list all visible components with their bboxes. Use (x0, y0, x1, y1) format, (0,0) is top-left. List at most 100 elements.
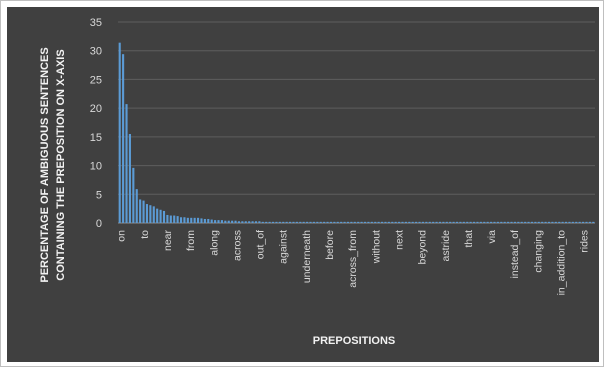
bar (493, 221, 496, 223)
bar (135, 189, 138, 223)
bar (162, 210, 166, 223)
bar (145, 204, 149, 223)
bar (186, 217, 189, 223)
bar (275, 221, 278, 223)
y-tick-label: 20 (90, 103, 102, 115)
bar (370, 221, 373, 223)
bar (384, 221, 387, 223)
bar (592, 221, 595, 223)
bar (234, 220, 237, 223)
bar (336, 221, 339, 223)
bar (217, 220, 220, 223)
bar (558, 221, 561, 223)
bar (391, 221, 394, 223)
bar (248, 221, 251, 223)
bar (278, 221, 281, 223)
bar (404, 221, 407, 223)
x-tick-label: beyond (417, 230, 429, 265)
bar (360, 221, 363, 223)
bar (513, 221, 516, 223)
bar (486, 221, 489, 223)
bar (295, 221, 298, 223)
bar (312, 221, 315, 223)
bar (510, 221, 513, 223)
bar (118, 42, 121, 223)
bar (231, 220, 234, 223)
y-tick-label: 15 (90, 132, 102, 144)
bar (285, 221, 288, 223)
bar (122, 54, 125, 223)
y-tick-label: 5 (96, 189, 102, 201)
bar (329, 221, 332, 223)
bar (588, 221, 591, 223)
bar (292, 221, 295, 223)
bar (299, 221, 302, 223)
bar (142, 200, 145, 223)
bar (333, 221, 336, 223)
bar (374, 221, 377, 223)
bar (537, 221, 540, 223)
bar (571, 221, 574, 223)
bar (449, 221, 452, 223)
x-tick-label: astride (440, 230, 452, 262)
bar (323, 221, 326, 223)
bar (442, 221, 445, 223)
bar (527, 221, 530, 223)
x-tick-label: from (185, 230, 197, 251)
bar (459, 221, 462, 223)
bar (132, 167, 135, 223)
bar (561, 221, 564, 223)
bar (139, 199, 142, 223)
x-tick-label: on (116, 230, 128, 242)
bar (258, 221, 261, 223)
bar (169, 215, 172, 223)
x-tick-label: out_of (255, 230, 267, 259)
bar (173, 215, 176, 223)
bar (483, 221, 486, 223)
bar (411, 221, 414, 223)
x-tick-label: instead_of (509, 230, 521, 279)
bar (503, 221, 506, 223)
bar (507, 221, 510, 223)
bar (469, 221, 472, 223)
bar (159, 209, 162, 223)
bar (210, 219, 213, 223)
bar (166, 214, 169, 223)
bar (340, 221, 343, 223)
bar (578, 221, 581, 223)
bar (544, 221, 547, 223)
bar (401, 221, 404, 223)
bar (319, 221, 322, 223)
y-tick-label: 35 (90, 17, 102, 29)
x-tick-label: across (231, 230, 243, 261)
x-tick-label: to (139, 230, 151, 239)
bar (568, 221, 571, 223)
x-tick-label: across_from (347, 230, 359, 288)
bar (289, 221, 292, 223)
bar (408, 221, 411, 223)
bar (326, 221, 329, 223)
bar (438, 221, 442, 223)
x-tick-label: near (162, 229, 174, 251)
bar (357, 221, 360, 223)
bar (353, 221, 356, 223)
bar (200, 218, 203, 223)
bar (271, 221, 275, 223)
bar (197, 217, 200, 223)
bar (554, 221, 557, 223)
bar (381, 221, 384, 223)
bar (190, 217, 193, 223)
bar (524, 221, 527, 223)
bar (179, 217, 183, 223)
bar (203, 218, 206, 223)
bar (418, 221, 421, 223)
bar (282, 221, 285, 223)
bar (241, 221, 244, 223)
bar (500, 221, 503, 223)
bar (520, 221, 523, 223)
bar (316, 221, 319, 223)
bar (237, 221, 241, 223)
x-tick-label: in_addition_to (556, 230, 568, 296)
bar (530, 221, 534, 223)
x-tick-label: along (208, 230, 220, 256)
